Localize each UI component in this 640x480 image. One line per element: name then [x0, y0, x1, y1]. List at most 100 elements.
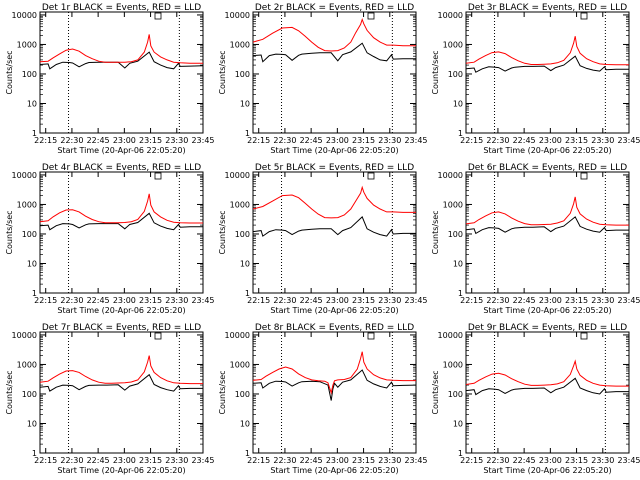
- y-tick-label: 10000: [225, 171, 250, 180]
- corner-box: [154, 12, 162, 20]
- x-tick-label: 22:30: [60, 296, 83, 305]
- y-tick-label: 100: [448, 230, 463, 239]
- y-axis-label: Counts/sec: [5, 210, 14, 254]
- y-axis-label: Counts/sec: [431, 370, 440, 414]
- chart-title: Det 2r BLACK = Events, RED = LLD: [255, 3, 414, 13]
- x-tick-label: 22:15: [247, 296, 270, 305]
- x-tick-label: 23:00: [539, 136, 562, 145]
- x-tick-label: 23:00: [326, 296, 349, 305]
- y-tick-label: 1000: [17, 40, 37, 49]
- chart-title: Det 8r BLACK = Events, RED = LLD: [255, 323, 414, 333]
- x-axis-label: Start Time (20-Apr-06 22:05:20): [57, 466, 185, 475]
- series-line-red: [465, 359, 629, 387]
- x-tick-label: 22:30: [273, 456, 296, 465]
- x-tick-label: 23:30: [165, 296, 188, 305]
- y-tick-label: 10: [27, 419, 37, 428]
- x-tick-label: 22:45: [513, 296, 536, 305]
- x-tick-label: 23:45: [404, 456, 427, 465]
- corner-box: [367, 172, 375, 180]
- x-tick-label: 23:30: [591, 136, 614, 145]
- x-tick-label: 23:30: [591, 456, 614, 465]
- chart-panel-1: Det 1r BLACK = Events, RED = LLD Counts/s…: [5, 3, 215, 155]
- series-line-red: [465, 196, 629, 226]
- corner-box: [580, 332, 588, 340]
- x-axis-label: Start Time (20-Apr-06 22:05:20): [57, 306, 185, 315]
- series-line-black: [39, 212, 203, 231]
- y-tick-label: 10: [453, 99, 463, 108]
- series-line-red: [39, 34, 203, 64]
- x-tick-label: 23:45: [191, 456, 214, 465]
- y-tick-label: 1000: [230, 40, 250, 49]
- x-tick-label: 23:45: [191, 136, 214, 145]
- y-tick-label: 1000: [17, 360, 37, 369]
- y-tick-label: 1: [32, 449, 37, 458]
- series-line-black: [39, 51, 204, 70]
- x-tick-label: 23:45: [617, 456, 640, 465]
- x-tick-label: 23:15: [352, 456, 375, 465]
- chart-title: Det 3r BLACK = Events, RED = LLD: [468, 3, 627, 13]
- x-tick-label: 23:15: [139, 296, 162, 305]
- series-line-black: [252, 216, 416, 237]
- plot-frame: [252, 331, 417, 454]
- plot-frame: [252, 11, 417, 134]
- plot-frame: [465, 171, 630, 294]
- y-tick-label: 1: [245, 449, 250, 458]
- x-tick-label: 23:00: [539, 456, 562, 465]
- series-line-black: [465, 55, 629, 73]
- chart-panel-8: Det 8r BLACK = Events, RED = LLD Counts/s…: [218, 323, 428, 475]
- x-axis-label: Start Time (20-Apr-06 22:05:20): [270, 306, 398, 315]
- chart-panel-4: Det 4r BLACK = Events, RED = LLD Counts/s…: [5, 163, 215, 315]
- y-tick-label: 10: [240, 419, 250, 428]
- x-tick-label: 23:45: [191, 296, 214, 305]
- x-tick-label: 23:30: [378, 456, 401, 465]
- corner-box: [154, 172, 162, 180]
- y-tick-label: 1000: [443, 40, 463, 49]
- y-tick-label: 10000: [12, 331, 37, 340]
- x-tick-label: 23:00: [326, 456, 349, 465]
- y-axis-label: Counts/sec: [218, 370, 227, 414]
- y-tick-label: 1: [32, 129, 37, 138]
- y-tick-label: 10000: [438, 11, 463, 20]
- y-tick-label: 10000: [225, 331, 250, 340]
- y-tick-label: 1: [32, 289, 37, 298]
- plot-frame: [465, 11, 630, 134]
- x-tick-label: 22:45: [513, 136, 536, 145]
- x-tick-label: 22:30: [60, 136, 83, 145]
- x-tick-label: 23:00: [326, 136, 349, 145]
- x-tick-label: 22:15: [460, 136, 483, 145]
- y-tick-label: 10: [240, 99, 250, 108]
- y-tick-label: 100: [235, 390, 250, 399]
- plot-frame: [39, 171, 204, 294]
- series-line-black: [252, 42, 416, 63]
- y-axis-label: Counts/sec: [218, 50, 227, 94]
- plot-frame: [39, 11, 204, 134]
- chart-panel-3: Det 3r BLACK = Events, RED = LLD Counts/s…: [431, 3, 640, 155]
- y-tick-label: 100: [235, 70, 250, 79]
- series-line-black: [465, 377, 629, 396]
- x-tick-label: 22:15: [34, 456, 57, 465]
- series-line-red: [465, 36, 629, 66]
- y-tick-label: 1: [458, 289, 463, 298]
- y-tick-label: 100: [235, 230, 250, 239]
- chart-panel-6: Det 6r BLACK = Events, RED = LLD Counts/s…: [431, 163, 640, 315]
- y-tick-label: 1000: [443, 200, 463, 209]
- x-tick-label: 23:15: [139, 456, 162, 465]
- x-axis-label: Start Time (20-Apr-06 22:05:20): [483, 466, 611, 475]
- x-tick-label: 23:15: [139, 136, 162, 145]
- y-tick-label: 100: [22, 390, 37, 399]
- y-tick-label: 1: [245, 289, 250, 298]
- x-axis-label: Start Time (20-Apr-06 22:05:20): [483, 146, 611, 155]
- x-tick-label: 22:15: [34, 136, 57, 145]
- x-tick-label: 23:15: [565, 456, 588, 465]
- x-tick-label: 22:30: [273, 296, 296, 305]
- x-tick-label: 22:45: [300, 136, 323, 145]
- series-line-black: [252, 369, 417, 401]
- corner-box: [580, 12, 588, 20]
- x-tick-label: 23:00: [113, 296, 136, 305]
- y-axis-label: Counts/sec: [431, 210, 440, 254]
- x-tick-label: 23:30: [591, 296, 614, 305]
- chart-title: Det 7r BLACK = Events, RED = LLD: [42, 323, 201, 333]
- corner-box: [367, 12, 375, 20]
- chart-panel-2: Det 2r BLACK = Events, RED = LLD Counts/s…: [218, 3, 428, 155]
- series-line-red: [252, 351, 416, 395]
